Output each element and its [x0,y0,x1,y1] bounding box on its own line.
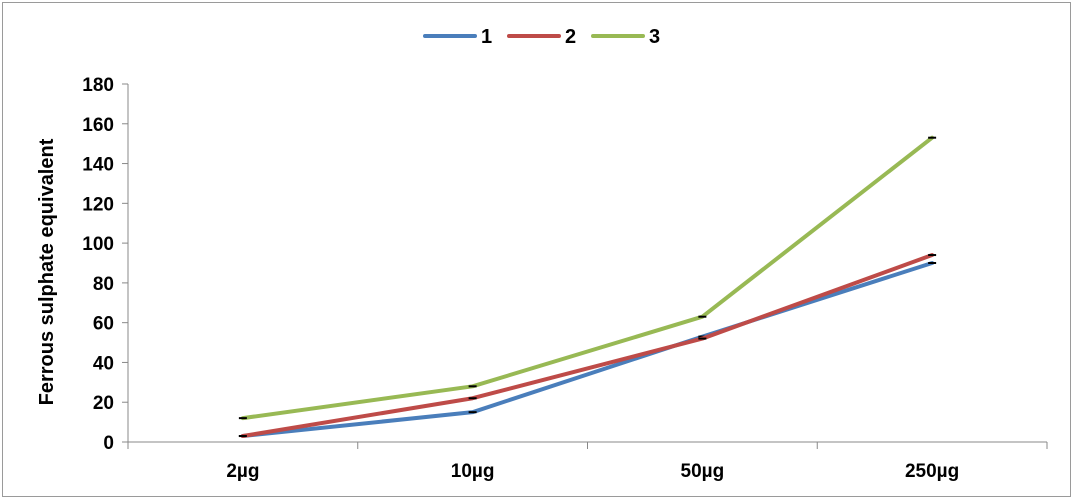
legend-item-3: 3 [591,26,660,48]
y-tick-label: 100 [82,234,114,255]
legend-label: 3 [649,26,660,48]
series-2 [238,253,937,439]
x-tick-label: 10µg [451,461,495,482]
y-tick-label: 60 [93,314,114,335]
y-tick-label: 0 [103,433,114,454]
legend-item-2: 2 [507,26,576,48]
series-line [240,253,935,439]
y-axis-title: Ferrous sulphate equivalent [36,138,58,405]
x-tick-label: 50µg [681,461,725,482]
series-line [240,261,935,439]
y-tick-label: 80 [93,274,114,295]
y-tick-label: 180 [82,75,114,96]
legend-label: 1 [481,26,492,48]
y-tick-label: 160 [82,115,114,136]
series-group [238,135,937,439]
legend-item-1: 1 [423,26,492,48]
legend: 1 2 3 [423,26,660,48]
y-tick-label: 20 [93,393,114,414]
series-3 [238,135,937,421]
y-tick-label: 120 [82,194,114,215]
y-axis: 0 20 40 60 80 100 120 140 160 180 [82,75,129,454]
series-line [240,135,935,421]
y-tick-label: 40 [93,353,114,374]
y-tick-label: 140 [82,155,114,176]
legend-label: 2 [565,26,576,48]
x-tick-label: 2µg [226,461,259,482]
x-axis: 2µg 10µg 50µg 250µg [127,441,1048,482]
x-tick-label: 250µg [905,461,959,482]
